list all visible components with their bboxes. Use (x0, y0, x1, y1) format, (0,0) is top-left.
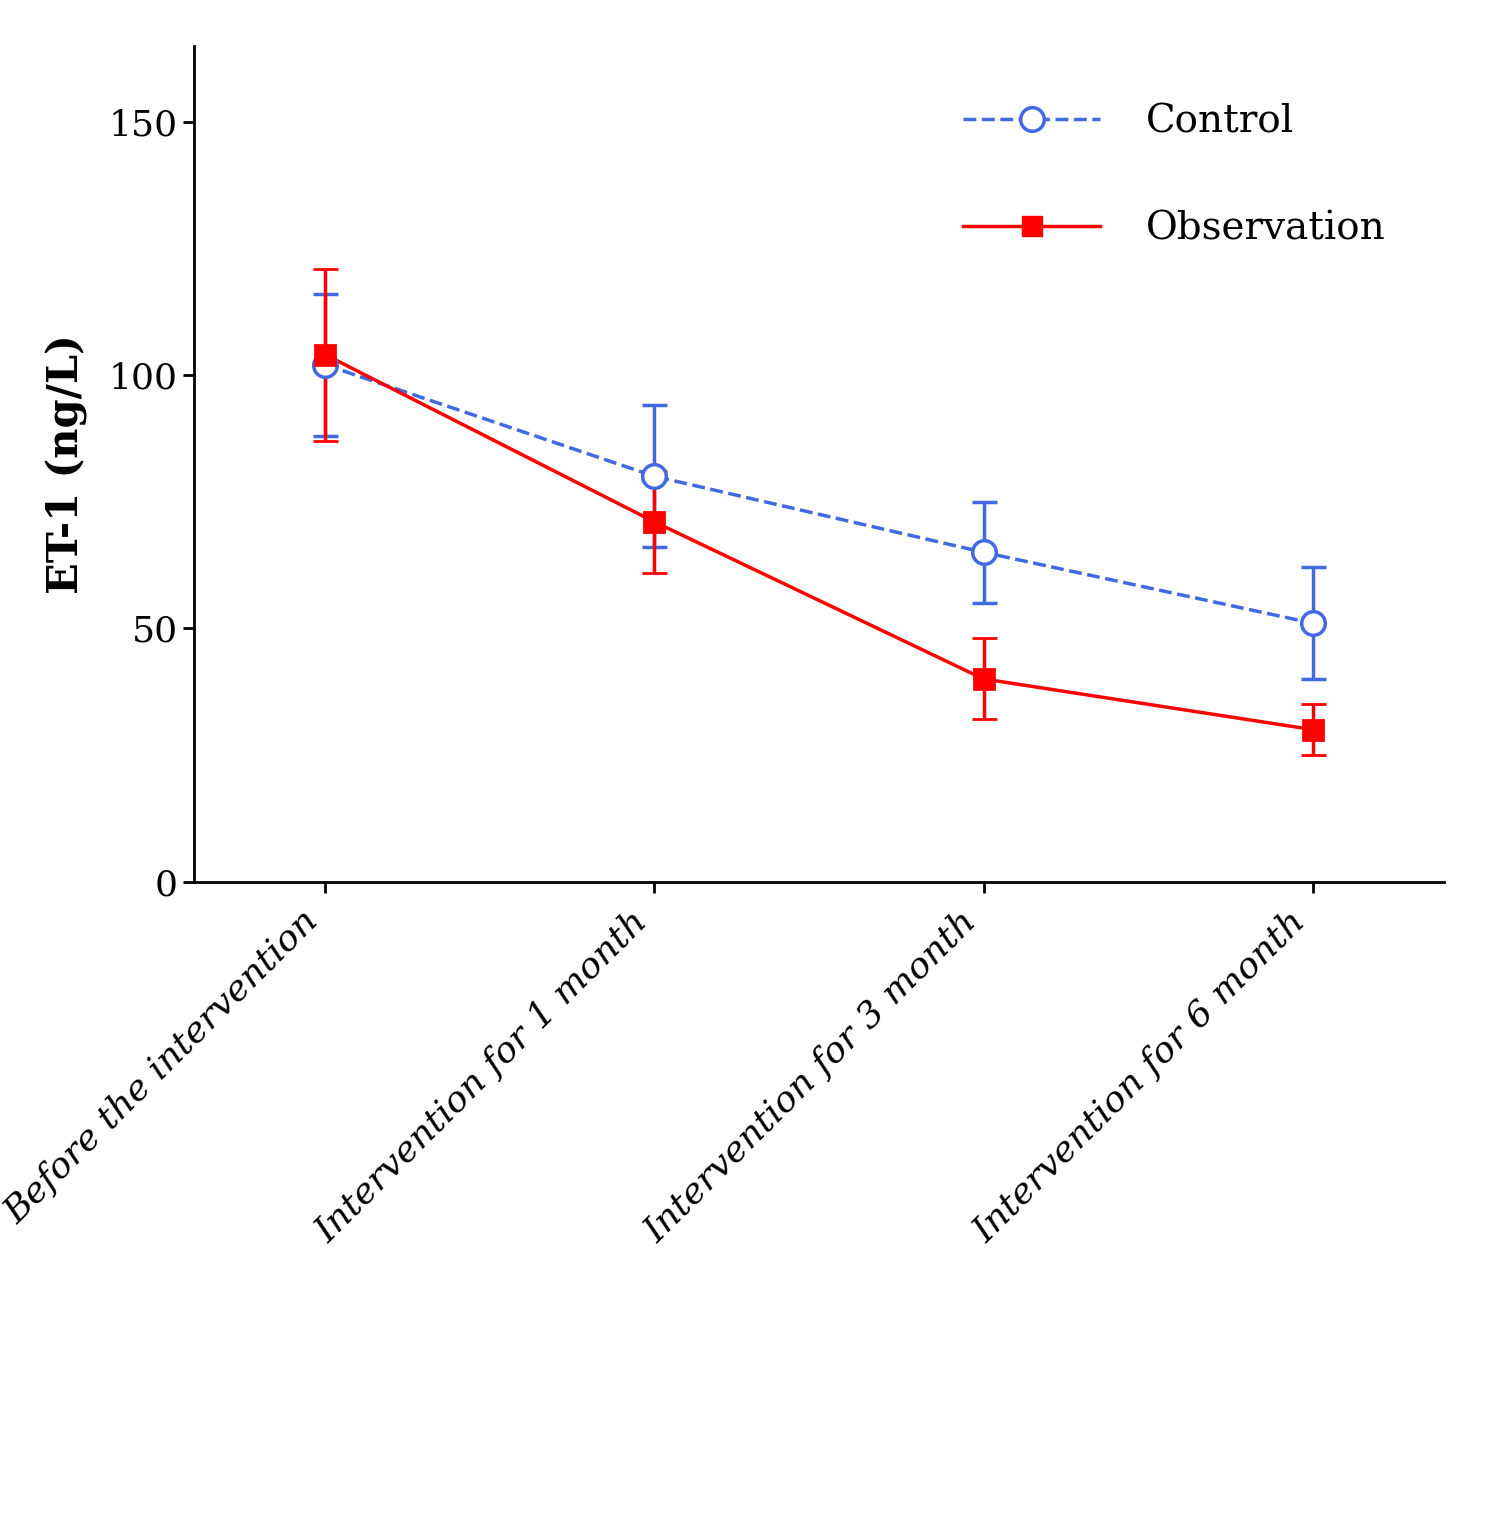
Y-axis label: ET-1 (ng/L): ET-1 (ng/L) (45, 334, 88, 593)
Legend: Control, Observation: Control, Observation (925, 65, 1425, 287)
